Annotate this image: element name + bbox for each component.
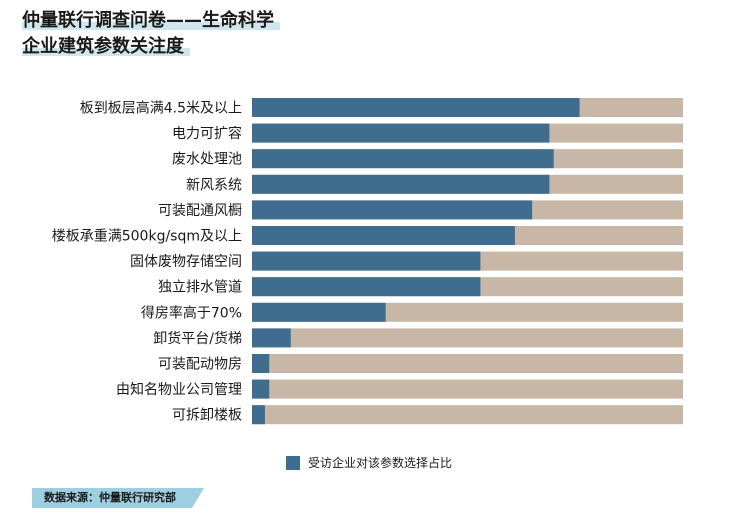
- bar-value: [252, 277, 481, 297]
- category-label: 楼板承重满500kg/sqm及以上: [52, 229, 242, 245]
- bar-value: [252, 354, 270, 373]
- bar-value: [252, 98, 580, 117]
- bar-remainder: [252, 405, 683, 425]
- category-label: 可拆卸楼板: [172, 408, 242, 424]
- category-label: 卸货平台/货梯: [153, 330, 242, 347]
- category-label: 可装配动物房: [158, 357, 242, 373]
- bar-value: [252, 149, 554, 169]
- source-note: 数据来源：仲量联行研究部: [32, 488, 204, 508]
- category-label: 废水处理池: [172, 152, 242, 168]
- bar-remainder: [252, 354, 683, 373]
- bar-remainder: [252, 379, 683, 399]
- chart-title-line-1: 仲量联行调查问卷——生命科学: [22, 10, 280, 32]
- bar-value: [252, 174, 550, 194]
- category-label: 由知名物业公司管理: [116, 381, 242, 398]
- chart-title-line-2: 企业建筑参数关注度: [22, 36, 190, 58]
- bar-value: [252, 328, 291, 348]
- bar-remainder: [252, 328, 683, 348]
- category-label: 独立排水管道: [158, 280, 242, 296]
- category-label: 可装配通风橱: [158, 203, 242, 219]
- category-label: 板到板层高满4.5米及以上: [80, 100, 242, 117]
- category-label: 固体废物存储空间: [130, 254, 242, 270]
- legend-label: 受访企业对该参数选择占比: [308, 456, 453, 470]
- bar-value: [252, 200, 533, 220]
- bar-value: [252, 123, 550, 143]
- category-label: 新风系统: [186, 177, 242, 193]
- bar-value: [252, 302, 386, 322]
- legend: 受访企业对该参数选择占比: [286, 454, 452, 471]
- bar-value: [252, 226, 515, 245]
- bar-value: [252, 251, 481, 271]
- category-label: 电力可扩容: [172, 125, 242, 142]
- bar-value: [252, 405, 265, 425]
- category-label: 得房率高于70%: [141, 304, 242, 321]
- legend-swatch: [286, 455, 300, 470]
- bar-value: [252, 379, 270, 399]
